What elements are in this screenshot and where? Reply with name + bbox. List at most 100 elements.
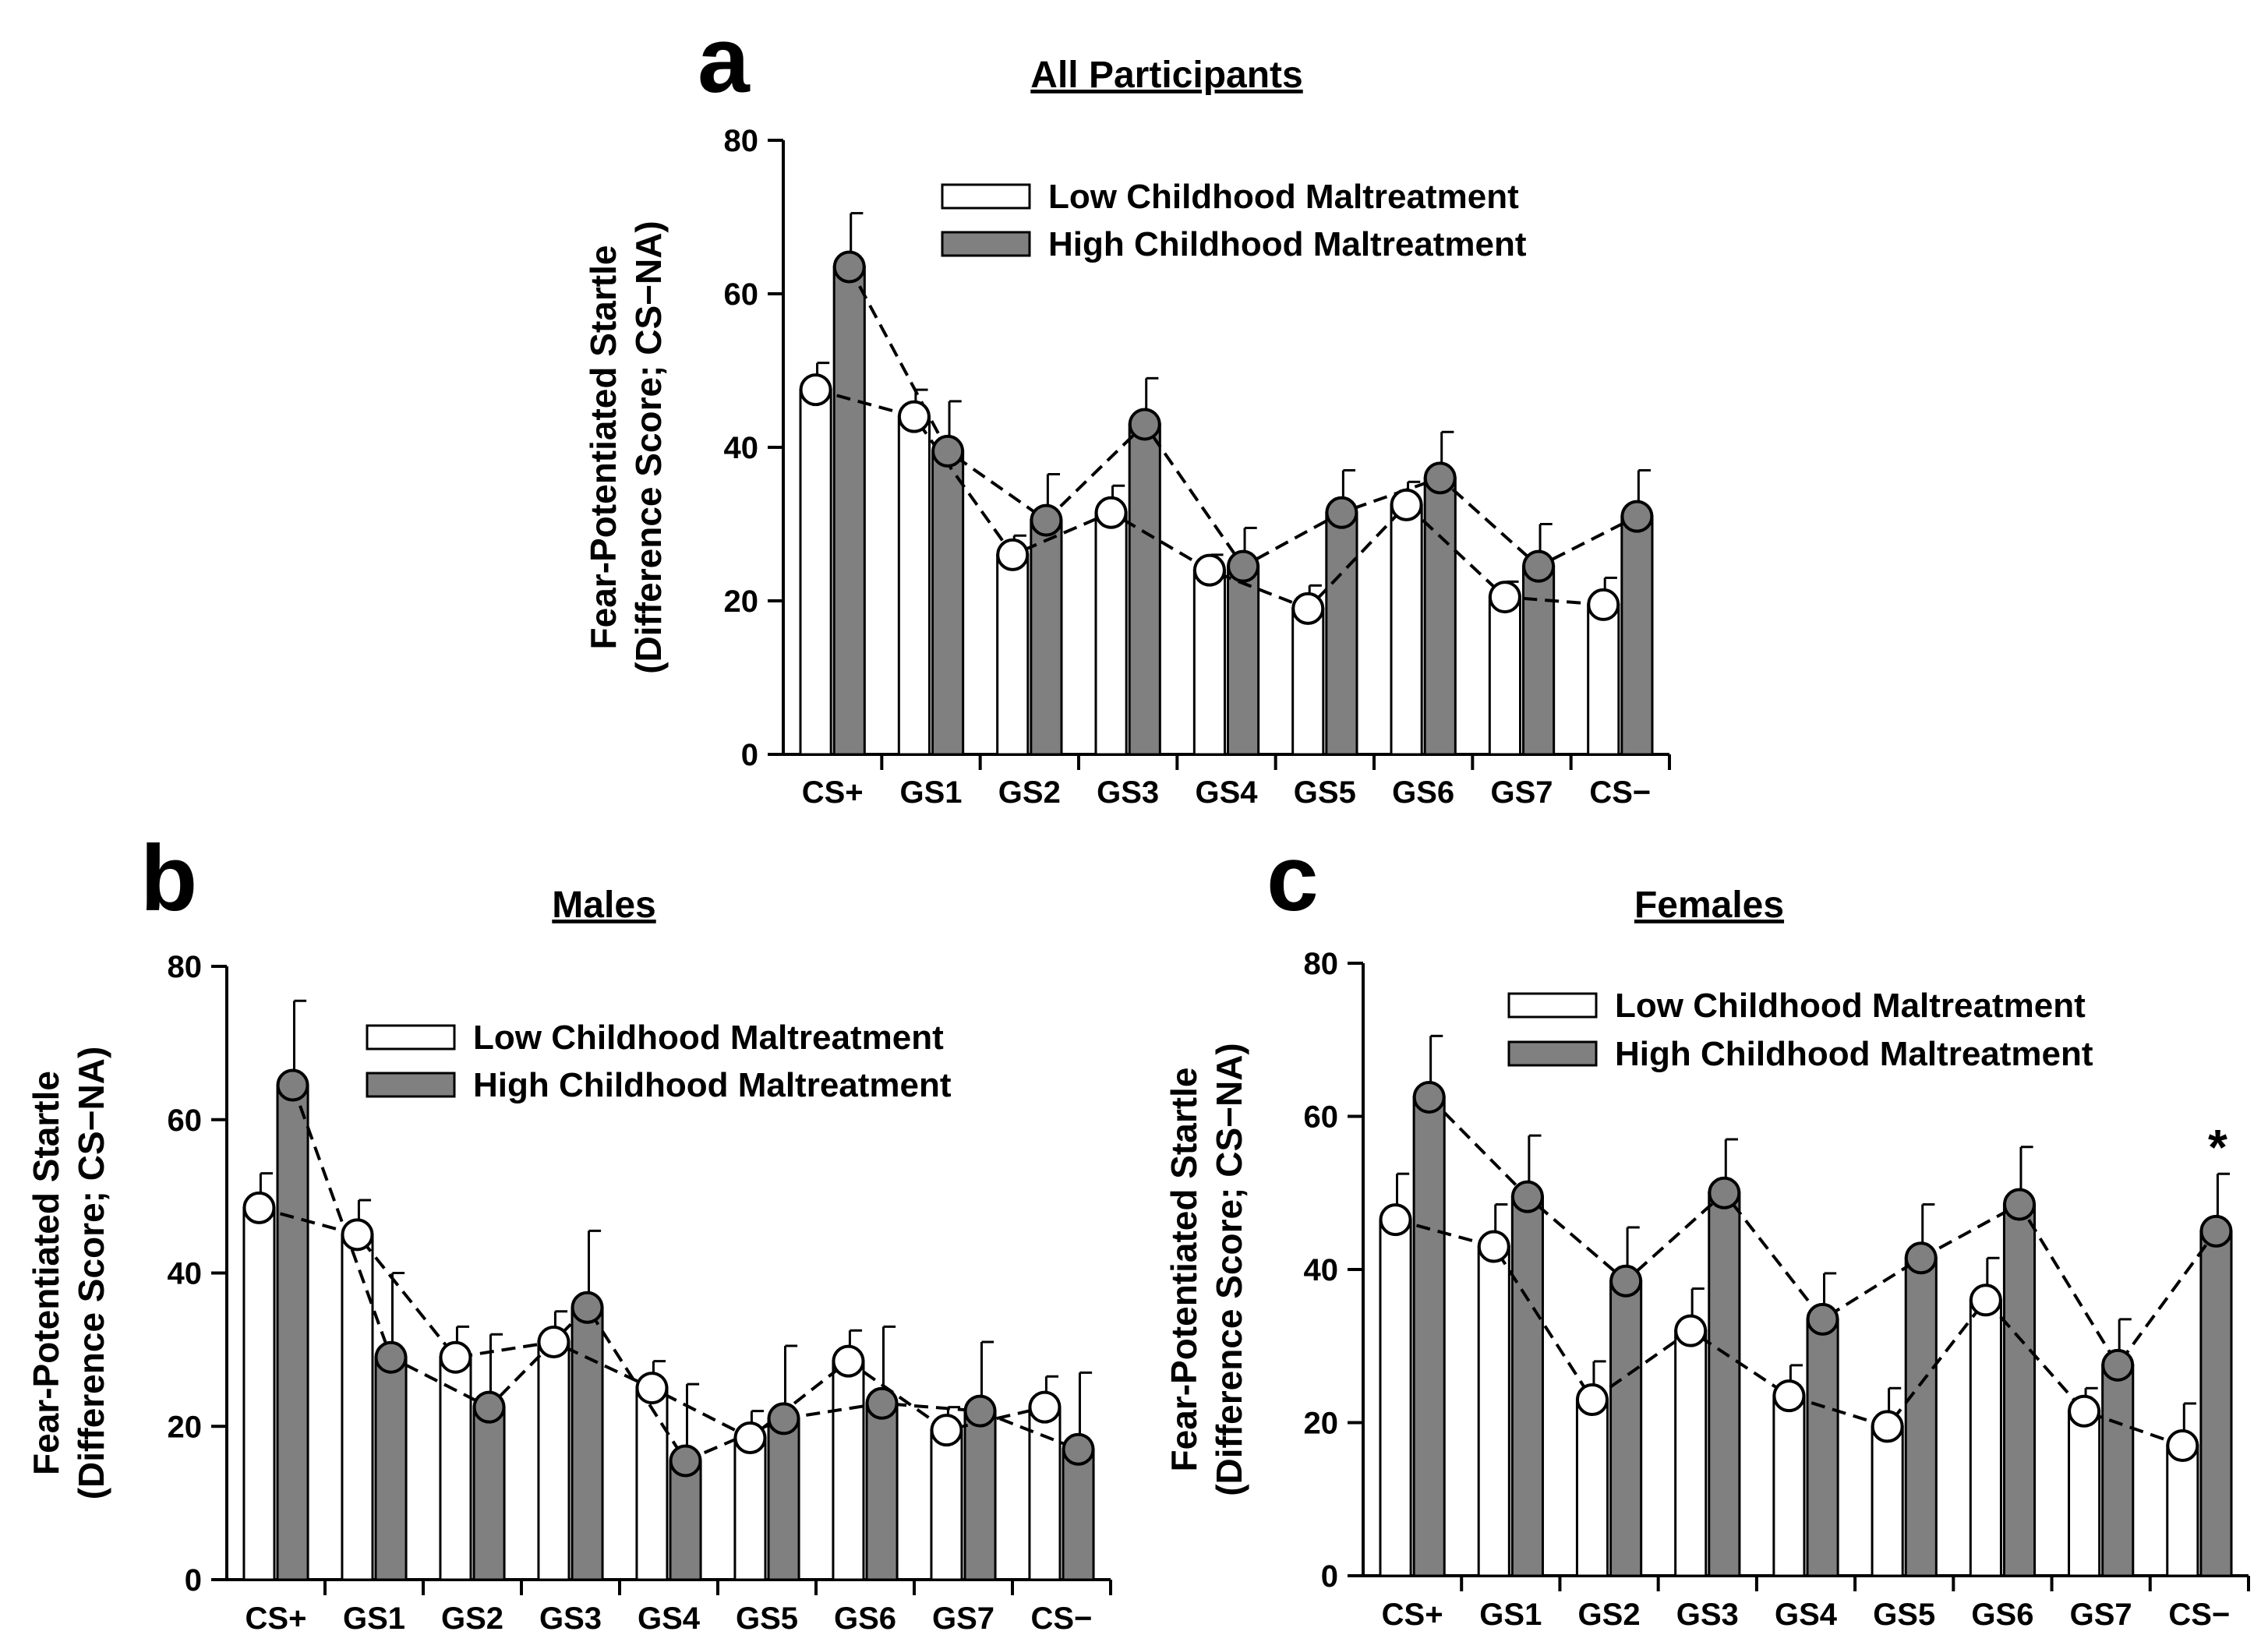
bar-low-GS4 [1772, 1394, 1806, 1577]
marker-high-GS5 [1325, 496, 1358, 529]
marker-low-GS1 [897, 400, 931, 433]
bar-low-GS6 [1390, 503, 1423, 756]
line-low [1394, 1218, 2183, 1447]
x-tick-label: GS5 [1294, 775, 1356, 810]
panel-letter-c: c [1266, 826, 1319, 930]
bar-high-CS− [1062, 1448, 1095, 1581]
x-tick-label: GS4 [1775, 1598, 1838, 1632]
bar-high-GS5 [1904, 1256, 1938, 1577]
bar-low-CS− [1587, 603, 1620, 756]
bar-high-GS3 [571, 1306, 604, 1581]
bar-high-GS3 [1128, 422, 1161, 756]
legend-high-label: High Childhood Maltreatment [1048, 225, 1527, 263]
x-tick-label: GS1 [899, 775, 962, 810]
bar-low-GS5 [1291, 607, 1325, 756]
panel-b-chart: Males Fear-Potentiated Startle (Difference… [26, 885, 1112, 1636]
marker-low-GS5 [1871, 1410, 1904, 1443]
marker-high-GS6 [1423, 461, 1457, 495]
legend-low-label: Low Childhood Maltreatment [1048, 178, 1519, 216]
y-axis-label-line2: (Difference Score; CS−NA) [1209, 1043, 1249, 1496]
bar-low-CS+ [1379, 1218, 1412, 1577]
marker-low-GS6 [832, 1344, 865, 1378]
bar-low-GS6 [1969, 1298, 2002, 1577]
bar-low-CS+ [242, 1206, 276, 1581]
line-high [847, 266, 1638, 569]
x-tick-label: GS2 [998, 775, 1061, 810]
marker-low-GS3 [537, 1326, 571, 1359]
marker-low-GS5 [1291, 591, 1325, 625]
y-tick-label: 0 [741, 738, 758, 772]
marker-low-GS7 [2068, 1394, 2101, 1428]
marker-high-GS5 [767, 1402, 800, 1435]
marker-low-GS3 [1094, 496, 1128, 529]
marker-low-GS2 [996, 538, 1030, 571]
y-tick-label: 40 [1304, 1253, 1339, 1287]
legend-low-label: Low Childhood Maltreatment [1615, 987, 2086, 1025]
bar-low-GS1 [1477, 1245, 1510, 1577]
marker-high-GS6 [865, 1386, 899, 1420]
bar-low-GS3 [1094, 511, 1128, 756]
marker-high-GS1 [931, 434, 965, 468]
x-tick-label: GS2 [1578, 1598, 1641, 1632]
y-tick-label: 0 [185, 1563, 202, 1598]
panel-a-chart: All Participants Fear-Potentiated Startle… [583, 55, 1671, 810]
bar-high-GS4 [669, 1460, 702, 1581]
y-axis-label-line1: Fear-Potentiated Startle [26, 1071, 66, 1475]
marker-low-CS− [1028, 1390, 1062, 1424]
panel-letter-a: a [698, 8, 751, 112]
x-tick-label: CS+ [802, 775, 864, 810]
marker-low-GS1 [341, 1218, 374, 1252]
bar-high-GS3 [1708, 1192, 1741, 1577]
bar-high-GS1 [374, 1356, 408, 1581]
bar-high-GS7 [2101, 1364, 2135, 1577]
marker-low-GS2 [1575, 1383, 1609, 1417]
bar-low-CS− [1028, 1406, 1062, 1581]
x-tick-label: CS− [1589, 775, 1651, 810]
legend-low-swatch [1507, 992, 1598, 1019]
marker-high-GS1 [374, 1340, 408, 1374]
marker-low-GS1 [1477, 1230, 1510, 1263]
marker-high-GS3 [1708, 1176, 1741, 1209]
marker-low-CS+ [799, 373, 832, 407]
bar-high-GS7 [1522, 565, 1556, 756]
bar-low-GS6 [832, 1360, 865, 1581]
bar-low-GS1 [341, 1233, 374, 1581]
bar-low-GS1 [897, 415, 931, 756]
y-tick-label: 80 [724, 124, 759, 158]
marker-high-GS7 [1522, 549, 1556, 583]
bar-low-GS7 [1488, 595, 1522, 756]
x-tick-label: GS1 [1479, 1598, 1542, 1632]
bar-high-GS6 [865, 1402, 899, 1581]
marker-low-GS4 [1192, 553, 1226, 587]
marker-high-GS1 [1510, 1180, 1544, 1213]
y-tick-label: 40 [724, 431, 759, 465]
x-tick-label: GS5 [1873, 1598, 1935, 1632]
bar-high-CS+ [1412, 1096, 1446, 1577]
x-tick-label: GS6 [1971, 1598, 2033, 1632]
bar-high-GS1 [931, 450, 965, 756]
bar-high-GS4 [1227, 565, 1260, 756]
bar-high-CS− [2199, 1230, 2233, 1577]
marker-high-GS3 [1128, 408, 1161, 441]
marker-low-GS4 [1772, 1379, 1806, 1413]
x-tick-label: GS6 [1392, 775, 1454, 810]
legend-high-swatch [366, 1072, 456, 1098]
bar-low-GS4 [635, 1386, 669, 1581]
y-tick-label: 20 [1304, 1407, 1339, 1441]
legend-high-swatch [941, 231, 1031, 257]
marker-low-GS7 [1488, 581, 1521, 614]
marker-high-GS3 [571, 1291, 604, 1324]
bar-low-GS2 [996, 553, 1030, 756]
x-tick-label: GS2 [441, 1601, 503, 1636]
marker-high-GS7 [963, 1394, 997, 1428]
marker-low-GS4 [635, 1372, 669, 1405]
y-tick-label: 80 [1304, 947, 1339, 981]
bar-low-GS2 [1575, 1398, 1609, 1577]
y-tick-label: 80 [168, 950, 203, 984]
marker-high-CS− [1062, 1432, 1095, 1466]
bar-high-GS1 [1510, 1195, 1544, 1577]
marker-low-GS5 [733, 1421, 767, 1455]
bar-low-GS3 [1674, 1329, 1708, 1577]
bar-low-GS5 [1871, 1425, 1904, 1577]
